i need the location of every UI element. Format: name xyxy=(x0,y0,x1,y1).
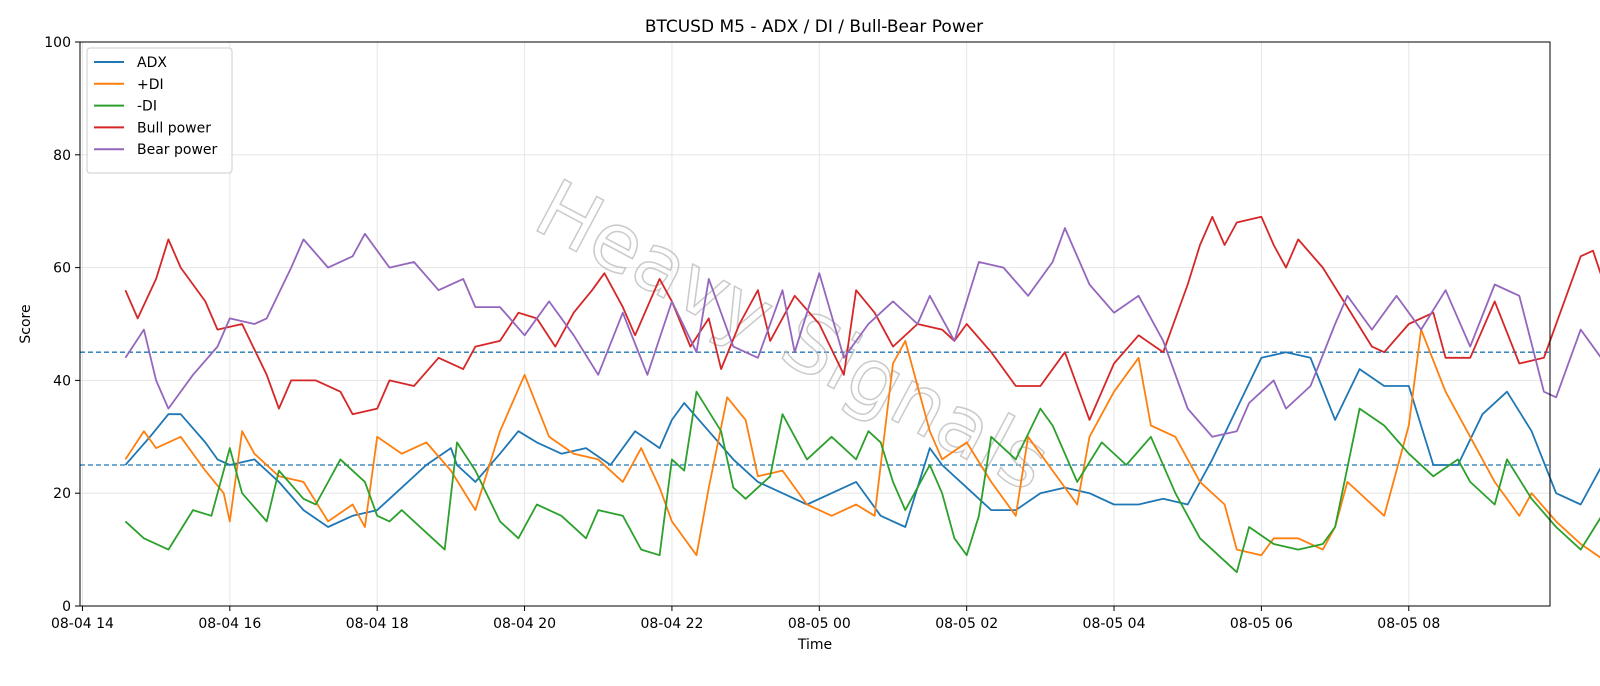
watermark: Heavy Signals xyxy=(520,161,1065,510)
series-line-di xyxy=(124,328,1600,559)
x-tick-label-7: 08-05 04 xyxy=(1083,616,1146,632)
y-tick-label-4: 80 xyxy=(53,148,71,164)
x-tick-label-0: 08-04 14 xyxy=(51,616,114,632)
x-tick-label-4: 08-04 22 xyxy=(640,616,703,632)
x-tick-label-8: 08-05 06 xyxy=(1230,616,1293,632)
series-line-bear-power xyxy=(124,227,1600,438)
plot-area-frame xyxy=(79,41,1551,607)
threshold-lines xyxy=(80,351,1550,466)
legend-label-bull-power: Bull power xyxy=(137,120,211,136)
series-line-bull-power xyxy=(124,215,1600,421)
x-tick-label-6: 08-05 02 xyxy=(935,616,998,632)
x-tick-label-1: 08-04 16 xyxy=(198,616,261,632)
series-lines xyxy=(124,215,1600,574)
x-tick-label-9: 08-05 08 xyxy=(1377,616,1440,632)
legend-label-bear-power: Bear power xyxy=(137,142,218,158)
y-tick-label-2: 40 xyxy=(53,373,71,389)
x-tick-label-2: 08-04 18 xyxy=(346,616,409,632)
legend-box xyxy=(86,47,233,174)
legend-label-di: -DI xyxy=(137,99,157,115)
x-tick-label-3: 08-04 20 xyxy=(493,616,556,632)
y-tick-label-1: 20 xyxy=(53,486,71,502)
chart-title: BTCUSD M5 - ADX / DI / Bull-Bear Power xyxy=(645,17,983,37)
y-tick-label-5: 100 xyxy=(44,35,71,51)
y-tick-label-3: 60 xyxy=(53,261,71,277)
y-axis-label: Score xyxy=(18,304,34,343)
watermark-text: Heavy Signals xyxy=(521,162,1064,510)
y-tick-label-0: 0 xyxy=(62,599,71,615)
x-axis-ticks: 08-04 14 08-04 16 08-04 18 08-04 20 08-04 22… xyxy=(51,606,1440,632)
legend: ADX +DI -DI Bull power Bear power xyxy=(86,47,233,174)
x-tick-label-5: 08-05 00 xyxy=(788,616,851,632)
legend-label-adx: ADX xyxy=(137,55,167,71)
y-axis-ticks: 0 20 40 60 80 100 xyxy=(44,35,80,615)
series-line-adx xyxy=(124,351,1600,528)
legend-label-di: +DI xyxy=(137,77,164,93)
series-line-di xyxy=(124,390,1600,574)
x-axis-label: Time xyxy=(797,637,832,653)
